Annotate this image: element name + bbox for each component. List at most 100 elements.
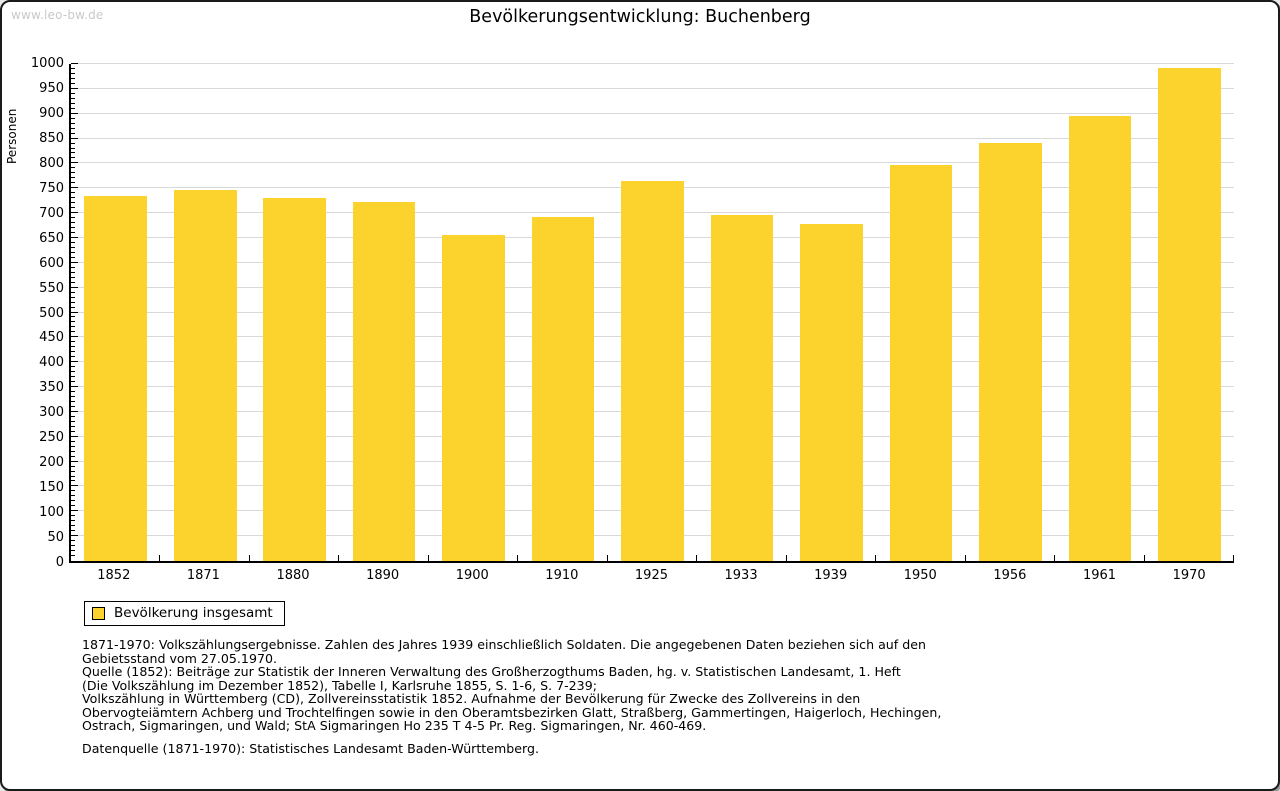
- x-boundary-tick: [159, 555, 161, 561]
- y-minor-tick: [71, 425, 75, 427]
- y-tick-label: 250: [39, 430, 64, 446]
- plot-area: [69, 63, 1234, 563]
- y-minor-tick: [71, 281, 75, 283]
- bar-1939: [800, 224, 863, 561]
- y-tick-label: 100: [39, 505, 64, 521]
- y-minor-tick: [71, 197, 75, 199]
- y-tick-label: 550: [39, 280, 64, 296]
- x-tick-label: 1852: [97, 568, 131, 583]
- y-minor-tick: [71, 266, 75, 268]
- y-minor-tick: [71, 222, 75, 224]
- y-tick-label: 50: [47, 530, 64, 546]
- y-minor-tick: [71, 351, 75, 353]
- x-boundary-tick: [338, 555, 340, 561]
- bar-slot: [429, 64, 518, 561]
- y-minor-tick: [71, 102, 75, 104]
- y-minor-tick: [71, 107, 75, 109]
- bar-slot: [1145, 64, 1234, 561]
- y-minor-tick: [71, 530, 75, 532]
- y-major-tick: [71, 87, 78, 89]
- x-tick-label: 1970: [1172, 568, 1206, 583]
- y-tick-label: 1000: [30, 56, 64, 71]
- y-axis-tick-labels: 0 50 100 150 200 250 300 350 400 450 500 550 600 650 7…: [2, 57, 64, 570]
- x-tick-label: 1925: [634, 568, 668, 583]
- x-tick-label: 1871: [186, 568, 220, 583]
- x-tick-label: 1910: [545, 568, 579, 583]
- y-minor-tick: [71, 177, 75, 179]
- bar-slot: [250, 64, 339, 561]
- y-major-tick: [71, 361, 78, 363]
- y-minor-tick: [71, 366, 75, 368]
- x-tick-label: 1950: [903, 568, 937, 583]
- legend-swatch-icon: [92, 606, 105, 620]
- y-minor-tick: [71, 246, 75, 248]
- y-major-tick: [71, 435, 78, 437]
- x-boundary-tick: [1233, 555, 1234, 561]
- y-minor-tick: [71, 331, 75, 333]
- y-minor-tick: [71, 67, 75, 69]
- y-tick-label: 750: [39, 180, 64, 196]
- y-tick-label: 500: [39, 305, 64, 321]
- y-minor-tick: [71, 515, 75, 517]
- y-minor-tick: [71, 505, 75, 507]
- x-tick-label: 1956: [993, 568, 1027, 583]
- y-minor-tick: [71, 341, 75, 343]
- bar-1880: [263, 197, 326, 561]
- y-minor-tick: [71, 545, 75, 547]
- y-minor-tick: [71, 540, 75, 542]
- y-major-tick: [71, 137, 78, 139]
- y-minor-tick: [71, 77, 75, 79]
- x-tick-label: 1890: [366, 568, 400, 583]
- y-tick-label: 200: [39, 455, 64, 471]
- y-tick-label: 950: [39, 80, 64, 96]
- y-minor-tick: [71, 167, 75, 169]
- y-minor-tick: [71, 440, 75, 442]
- bar-1956: [979, 142, 1042, 561]
- y-minor-tick: [71, 465, 75, 467]
- chart-title: Bevölkerungsentwicklung: Buchenberg: [469, 7, 811, 27]
- y-minor-tick: [71, 306, 75, 308]
- bar-1925: [621, 180, 684, 561]
- bar-1910: [531, 216, 595, 561]
- x-tick-label: 1961: [1082, 568, 1117, 583]
- x-boundary-tick: [964, 555, 966, 561]
- y-minor-tick: [71, 296, 75, 298]
- y-tick-label: 600: [39, 255, 64, 271]
- y-major-tick: [71, 261, 78, 263]
- y-minor-tick: [71, 231, 75, 233]
- y-minor-tick: [71, 415, 75, 417]
- y-tick-label: 900: [39, 105, 64, 121]
- y-minor-tick: [71, 356, 75, 358]
- y-minor-tick: [71, 172, 75, 174]
- y-tick-label: 300: [39, 405, 64, 421]
- y-minor-tick: [71, 321, 75, 323]
- y-major-tick: [71, 212, 78, 214]
- bar-slot: [966, 64, 1055, 561]
- data-source-note: Datenquelle (1871-1970): Statistisches L…: [82, 741, 539, 756]
- legend: Bevölkerung insgesamt: [84, 601, 285, 626]
- y-major-tick: [71, 162, 78, 164]
- x-boundary-tick: [606, 555, 608, 561]
- y-tick-label: 350: [39, 380, 64, 396]
- bar-slot: [697, 64, 786, 561]
- y-minor-tick: [71, 271, 75, 273]
- y-minor-tick: [71, 301, 75, 303]
- y-minor-tick: [71, 500, 75, 502]
- bar-slot: [876, 64, 965, 561]
- y-minor-tick: [71, 92, 75, 94]
- bar-series: [71, 64, 1234, 561]
- y-minor-tick: [71, 276, 75, 278]
- gridline: [71, 63, 1234, 64]
- y-minor-tick: [71, 430, 75, 432]
- y-tick-label: 400: [39, 355, 64, 371]
- y-tick-label: 800: [39, 155, 64, 171]
- y-minor-tick: [71, 400, 75, 402]
- y-minor-tick: [71, 316, 75, 318]
- y-tick-label: 650: [39, 230, 64, 246]
- y-minor-tick: [71, 152, 75, 154]
- y-minor-tick: [71, 490, 75, 492]
- y-minor-tick: [71, 520, 75, 522]
- y-minor-tick: [71, 202, 75, 204]
- y-minor-tick: [71, 227, 75, 229]
- y-major-tick: [71, 510, 78, 512]
